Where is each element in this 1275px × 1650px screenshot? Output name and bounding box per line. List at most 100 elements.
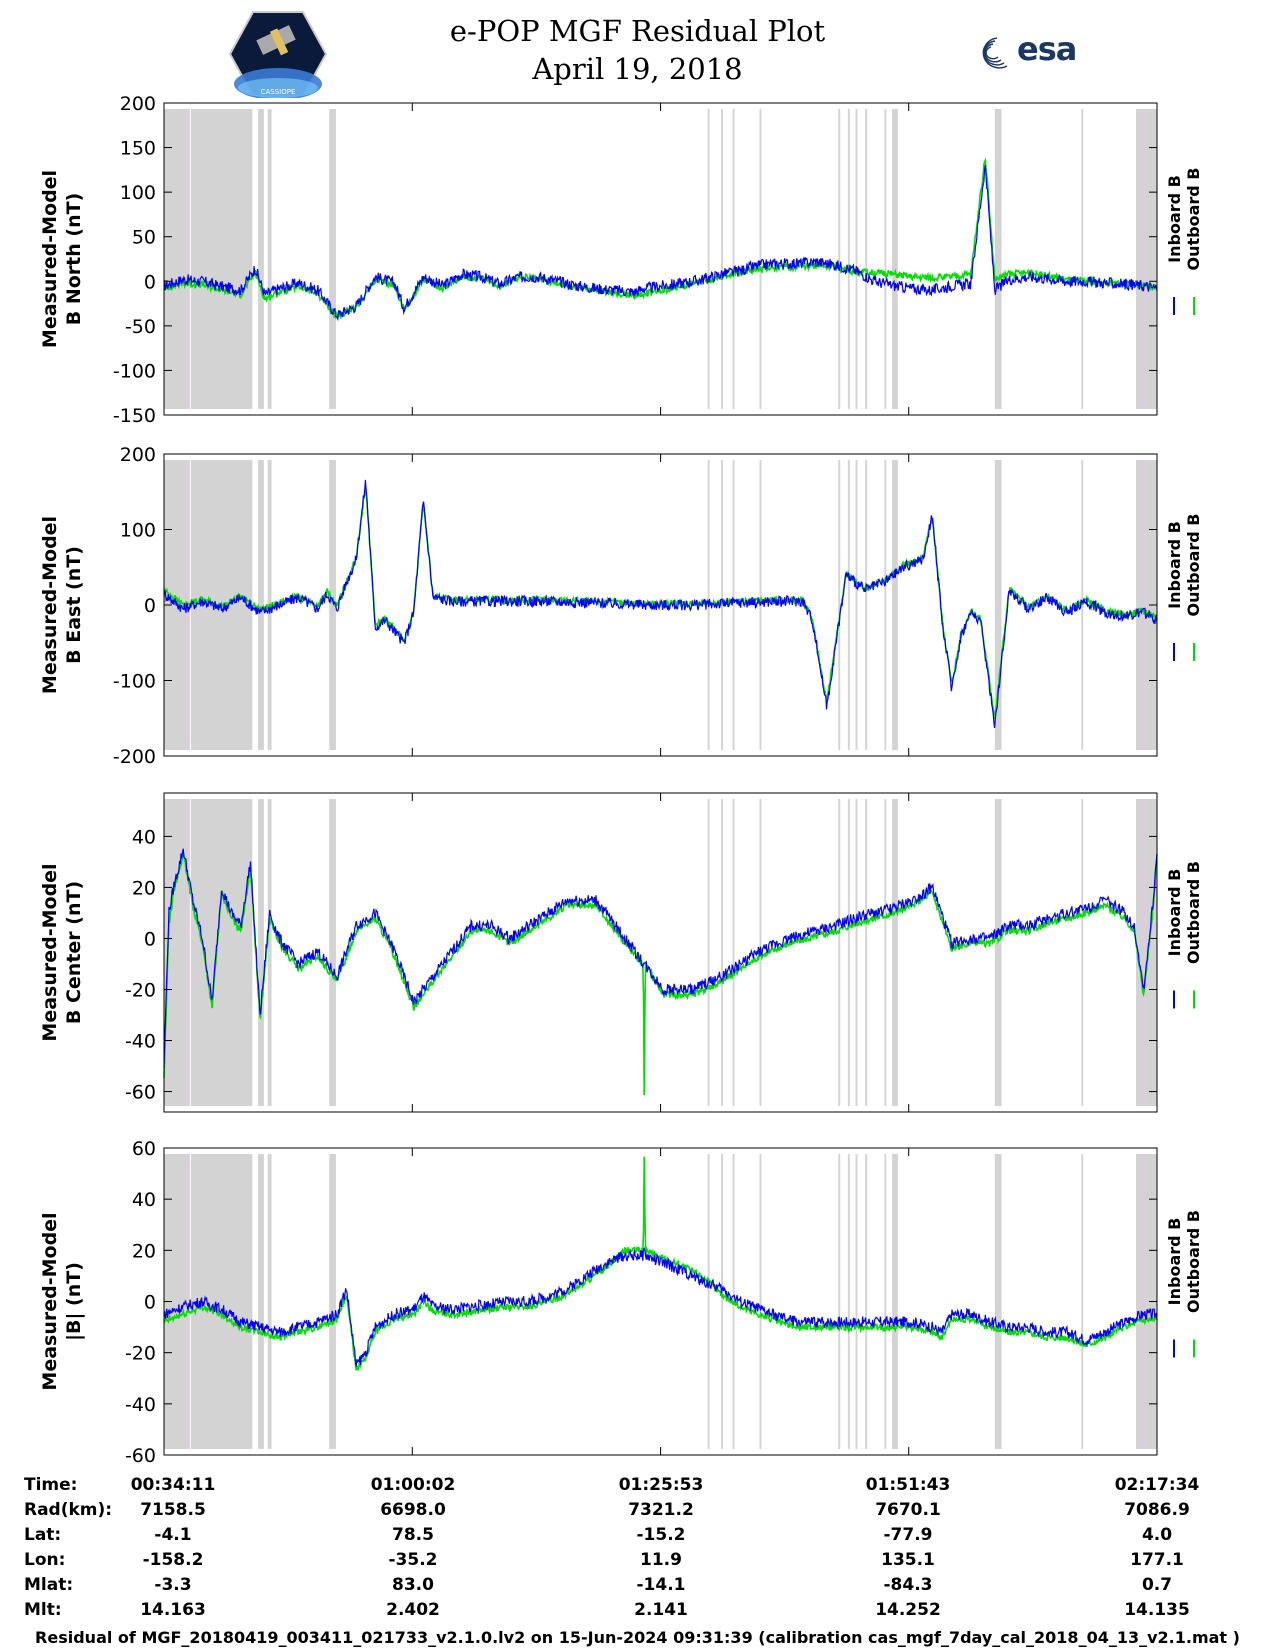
data-gap-band — [994, 109, 1002, 409]
data-gap-highlight — [1143, 1154, 1146, 1449]
data-gap-band — [258, 1154, 264, 1449]
y-axis-label: B North (nT) — [63, 193, 85, 326]
info-cell: -3.3 — [154, 1575, 191, 1595]
data-gap-band — [707, 799, 710, 1106]
y-tick-label: 100 — [120, 520, 156, 542]
data-gap-band — [847, 460, 850, 750]
data-gap-band — [1136, 1154, 1157, 1449]
info-row-label: Mlt: — [24, 1600, 62, 1620]
info-cell: 2.141 — [634, 1600, 688, 1620]
outboard-series-line — [163, 157, 1158, 320]
info-cell: 7321.2 — [628, 1500, 694, 1520]
data-gap-highlight — [188, 799, 190, 1106]
data-gap-band — [721, 460, 724, 750]
info-cell: -77.9 — [884, 1525, 933, 1545]
y-axis-label: B Center (nT) — [63, 881, 85, 1024]
y-tick-label: 0 — [144, 1292, 156, 1314]
info-cell: 02:17:34 — [1115, 1475, 1200, 1495]
data-gap-band — [721, 109, 724, 409]
y-tick-label: 40 — [132, 826, 156, 848]
cassiope-logo-text: CASSIOPE — [261, 88, 296, 96]
data-gap-band — [1081, 109, 1084, 409]
y-tick-label: 100 — [120, 182, 156, 204]
data-gap-band — [1081, 1154, 1084, 1449]
data-gap-band — [847, 109, 850, 409]
data-gap-band — [994, 1154, 1002, 1449]
data-gap-band — [838, 460, 841, 750]
data-gap-band — [732, 460, 735, 750]
legend-outboard-label: Outboard B — [1184, 514, 1203, 617]
data-gap-band — [164, 109, 189, 409]
data-gap-band — [884, 460, 887, 750]
y-axis-label: Measured-Model — [39, 170, 61, 348]
plot-frame — [163, 102, 1158, 416]
data-gap-band — [732, 799, 735, 1106]
info-cell: 2.402 — [386, 1600, 440, 1620]
legend-outboard-label: Outboard B — [1184, 168, 1203, 271]
y-tick-label: -150 — [113, 405, 156, 427]
data-gap-band — [994, 799, 1002, 1106]
data-gap-band — [847, 799, 850, 1106]
y-axis-label: Measured-Model — [39, 1212, 61, 1390]
info-cell: -35.2 — [389, 1550, 438, 1570]
info-cell: 4.0 — [1142, 1525, 1172, 1545]
inboard-series-line — [163, 848, 1158, 1068]
y-tick-label: -100 — [113, 360, 156, 382]
data-gap-band — [884, 1154, 887, 1449]
info-cell: 11.9 — [640, 1550, 682, 1570]
y-tick-label: 40 — [132, 1189, 156, 1211]
y-tick-label: -20 — [125, 1343, 156, 1365]
plot-date: April 19, 2018 — [532, 52, 743, 86]
info-cell: -4.1 — [154, 1525, 191, 1545]
legend-inboard-label: Inboard B — [1165, 521, 1184, 609]
data-gap-band — [1136, 109, 1157, 409]
info-row-label: Lon: — [24, 1550, 65, 1570]
inboard-series-line — [163, 479, 1158, 728]
data-gap-band — [190, 109, 253, 409]
data-gap-highlight — [1143, 109, 1146, 409]
info-cell: 01:51:43 — [866, 1475, 951, 1495]
info-cell: 01:25:53 — [619, 1475, 704, 1495]
y-axis-label: Measured-Model — [39, 516, 61, 694]
data-gap-band — [1136, 460, 1157, 750]
data-gap-band — [759, 1154, 762, 1449]
info-cell: -158.2 — [143, 1550, 204, 1570]
data-gap-band — [190, 799, 253, 1106]
data-gap-band — [892, 1154, 898, 1449]
data-gap-band — [329, 799, 336, 1106]
info-cell: 0.7 — [1142, 1575, 1172, 1595]
data-gap-band — [884, 109, 887, 409]
plot-title: e-POP MGF Residual Plot — [449, 14, 826, 48]
y-tick-label: 200 — [120, 444, 156, 466]
info-row-label: Rad(km): — [24, 1500, 112, 1520]
inboard-series-line — [163, 164, 1158, 322]
data-gap-band — [267, 109, 272, 409]
info-row-label: Lat: — [24, 1525, 61, 1545]
esa-logo-text: esa — [1017, 30, 1077, 68]
data-gap-band — [994, 460, 1002, 750]
legend-outboard-label: Outboard B — [1184, 861, 1203, 964]
data-gap-band — [707, 1154, 710, 1449]
data-gap-band — [838, 799, 841, 1106]
data-gap-band — [892, 799, 898, 1106]
data-gap-band — [838, 109, 841, 409]
data-gap-highlight — [188, 460, 190, 750]
data-gap-band — [329, 109, 336, 409]
y-tick-label: -200 — [113, 746, 156, 768]
info-cell: 7158.5 — [140, 1500, 206, 1520]
data-gap-band — [1081, 799, 1084, 1106]
data-gap-band — [707, 109, 710, 409]
data-gap-band — [329, 460, 336, 750]
info-cell: -15.2 — [637, 1525, 686, 1545]
data-gap-band — [267, 1154, 272, 1449]
data-gap-band — [838, 1154, 841, 1449]
info-row-label: Mlat: — [24, 1575, 73, 1595]
y-tick-label: -50 — [125, 316, 156, 338]
data-gap-band — [892, 109, 898, 409]
cassiope-logo: CASSIOPE — [228, 11, 328, 98]
inboard-series-line — [163, 1247, 1158, 1367]
footer-caption: Residual of MGF_20180419_003411_021733_v… — [35, 1628, 1240, 1647]
info-cell: 14.135 — [1124, 1600, 1190, 1620]
data-gap-band — [759, 109, 762, 409]
